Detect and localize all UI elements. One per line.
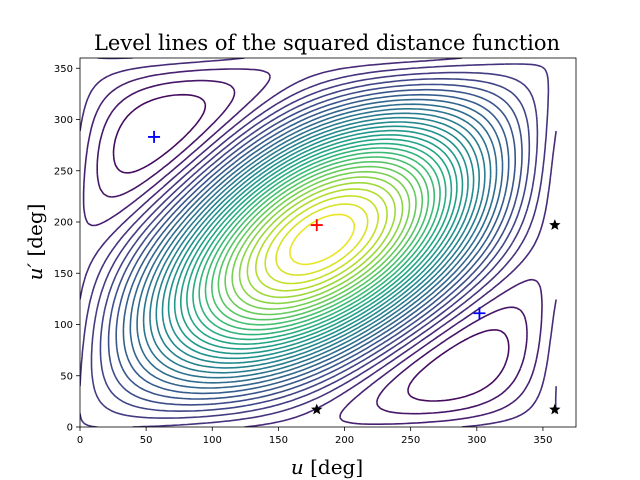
contour-level-line [99,78,531,412]
plot-frame [79,57,577,428]
contour-level-line [204,151,436,331]
y-tick-label: 150 [54,269,73,280]
y-tick-label: 200 [54,218,73,229]
contour-level-line [264,195,379,285]
contour-level-line [107,83,523,406]
x-axis-symbol: u [291,455,304,479]
contour-level-line [275,203,369,276]
contour-level-line [224,165,417,316]
contour-level-line [161,121,475,364]
y-axis-unit: [deg] [23,204,47,257]
star-marker [549,219,561,230]
contour-level-line [142,108,492,379]
y-tick-label: 0 [67,423,73,434]
plus-marker [473,307,486,320]
contour-level-line [96,79,528,415]
star-marker [549,403,561,415]
contour-level-line [180,134,458,350]
contour-lines [80,58,557,427]
contour-level-line [149,112,486,374]
x-tick-label: 350 [533,435,552,446]
contour-level-line [136,103,498,384]
markers [148,130,561,415]
x-axis-unit: [deg] [310,455,363,479]
x-tick-label: 50 [140,435,153,446]
contour-level-line [255,188,388,292]
x-tick-label: 300 [467,435,486,446]
star-marker [311,403,323,415]
contour-level-line [246,182,396,299]
contour-level-line [82,68,543,425]
contour-level-line [115,88,516,400]
x-tick-label: 100 [203,435,222,446]
contour-level-line [155,116,480,369]
contour-level-line [198,147,441,336]
contour-level-line [167,125,469,360]
contour-level-line [289,213,356,266]
contour-level-line [231,170,411,310]
plus-marker [148,130,161,143]
contour-level-line [186,138,453,345]
contour-level-line [129,98,504,389]
x-tick-label: 0 [77,435,83,446]
contour-level-line [211,156,430,326]
x-tick-label: 150 [269,435,288,446]
contour-level-line [112,93,510,402]
y-axis-ticks: 0 50 100 150 200 250 300 350 [54,64,80,434]
y-tick-label: 350 [54,64,73,75]
x-tick-label: 250 [401,435,420,446]
contour-level-line [80,58,557,427]
x-axis-ticks: 0 50 100 150 200 250 300 350 [77,427,552,446]
plus-marker [310,219,323,232]
contour-level-line [122,93,510,395]
y-axis-symbol: u′ [23,263,47,281]
contour-level-line [90,71,539,419]
contour-level-line [192,142,447,341]
y-tick-label: 50 [60,371,73,382]
contour-level-line [217,160,424,321]
y-axis-label: u′ [deg] [23,204,47,281]
y-tick-label: 100 [54,320,73,331]
y-tick-label: 300 [54,115,73,126]
chart-title: Level lines of the squared distance func… [94,31,560,55]
x-axis-label: u [deg] [291,455,363,479]
contour-level-line [173,129,464,355]
contour-level-line [238,176,404,305]
y-tick-label: 250 [54,166,73,177]
x-tick-label: 200 [335,435,354,446]
